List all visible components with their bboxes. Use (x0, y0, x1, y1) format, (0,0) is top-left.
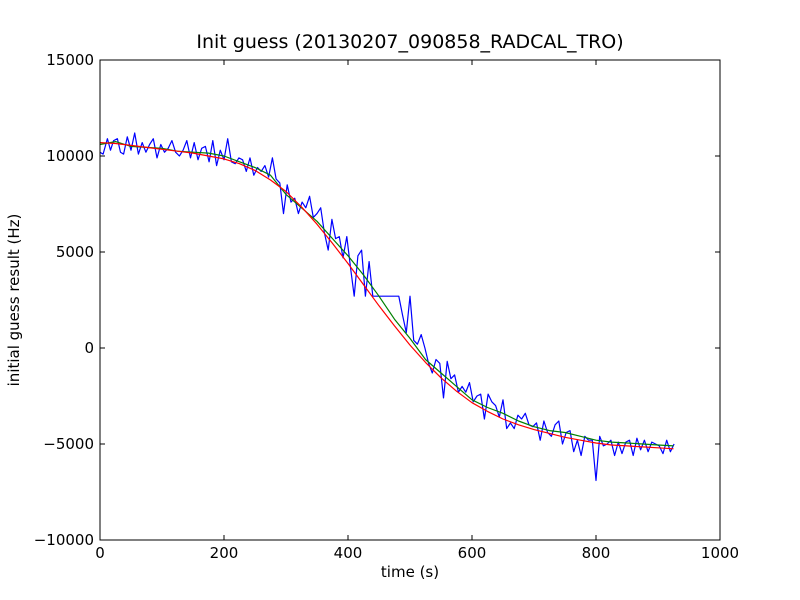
y-axis-label: initial guess result (Hz) (5, 214, 23, 387)
x-tick-label: 800 (582, 544, 611, 562)
series-layer (99, 132, 675, 482)
x-axis-label: time (s) (381, 563, 439, 581)
chart-title: Init guess (20130207_090858_RADCAL_TRO) (196, 31, 623, 53)
y-tick-label: −5000 (43, 435, 94, 453)
x-tick-label: 600 (458, 544, 487, 562)
y-tick-label: 15000 (46, 51, 94, 69)
x-tick-label: 400 (334, 544, 363, 562)
y-tick-label: −10000 (34, 531, 94, 549)
series-line-1 (99, 132, 675, 482)
x-tick-label: 200 (210, 544, 239, 562)
x-tick-label: 1000 (701, 544, 739, 562)
tick-layer: 0 200 400 600 800 1000 −10000 −5000 0 5000 10000 15… (34, 51, 739, 562)
x-tick-label: 0 (95, 544, 105, 562)
y-tick-label: 10000 (46, 147, 94, 165)
series-line-2 (99, 141, 674, 447)
series-line-3 (99, 142, 674, 450)
plot-area-frame (99, 59, 721, 541)
y-tick-label: 5000 (56, 243, 94, 261)
y-tick-label: 0 (84, 339, 94, 357)
